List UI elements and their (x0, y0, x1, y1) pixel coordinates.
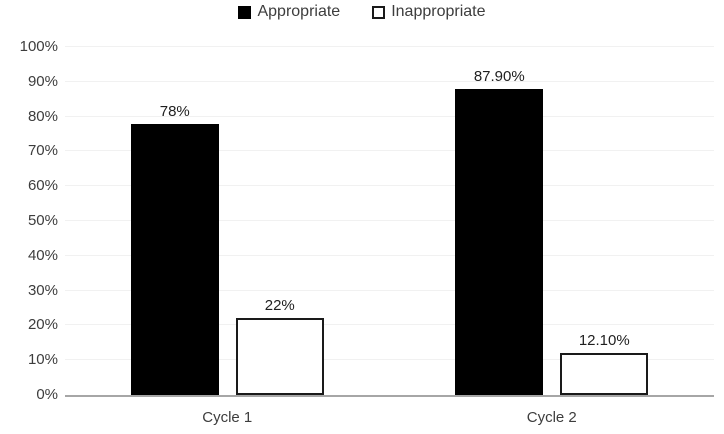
gridline (65, 150, 714, 152)
legend-swatch-inappropriate-icon (372, 5, 386, 19)
gridline (65, 115, 714, 117)
x-tick-label-cycle-1: Cycle 1 (202, 409, 253, 426)
gridline (65, 324, 714, 326)
y-tick-label: 70% (27, 142, 58, 160)
gridline (65, 80, 714, 82)
y-tick-label: 90% (27, 72, 58, 90)
gridline (65, 254, 714, 256)
plot-area: 78% 22% Cycle 1 87.90% 12.10% Cycle 2 (65, 46, 715, 426)
legend-label-appropriate: Appropriate (257, 3, 341, 20)
bar-inappropriate-cycle-2: 12.10% (560, 332, 649, 395)
gridline (65, 185, 714, 187)
legend-item-inappropriate: Inappropriate (372, 3, 486, 21)
gridline (65, 359, 714, 361)
y-tick-label: 0% (36, 386, 58, 403)
y-tick-label: 60% (27, 177, 58, 195)
y-tick-label: 80% (27, 107, 58, 125)
y-axis: 0% 10% 20% 30% 40% 50% 60% 70% 80% 90% 100% (0, 38, 58, 403)
bar-appropriate-cycle-2: 87.90% (455, 68, 544, 395)
gridline (65, 220, 714, 221)
data-label-inappropriate-cycle-1: 22% (264, 297, 295, 315)
legend-swatch-appropriate-icon (238, 5, 252, 19)
gridline (65, 289, 714, 291)
gridline (65, 46, 714, 47)
y-tick-label: 30% (27, 281, 58, 299)
legend-label-inappropriate: Inappropriate (391, 3, 486, 20)
y-tick-label: 20% (27, 316, 58, 334)
bar-group-cycle-1: 78% 22% Cycle 1 (65, 47, 390, 426)
chart-legend: Appropriate Inappropriate (0, 3, 724, 21)
data-label-inappropriate-cycle-2: 12.10% (578, 331, 630, 349)
y-tick-label: 10% (27, 351, 58, 369)
bar-group-cycle-2: 87.90% 12.10% Cycle 2 (390, 47, 715, 426)
y-tick-label: 100% (19, 38, 58, 55)
x-tick-label-cycle-2: Cycle 2 (526, 409, 577, 426)
legend-item-appropriate: Appropriate (238, 3, 340, 21)
y-tick-label: 40% (27, 246, 58, 264)
data-label-appropriate-cycle-1: 78% (159, 102, 190, 120)
bar-inappropriate-cycle-1: 22% (235, 297, 324, 395)
y-tick-label: 50% (27, 212, 58, 229)
data-label-appropriate-cycle-2: 87.90% (473, 68, 525, 86)
bar-appropriate-cycle-1: 78% (130, 103, 219, 395)
